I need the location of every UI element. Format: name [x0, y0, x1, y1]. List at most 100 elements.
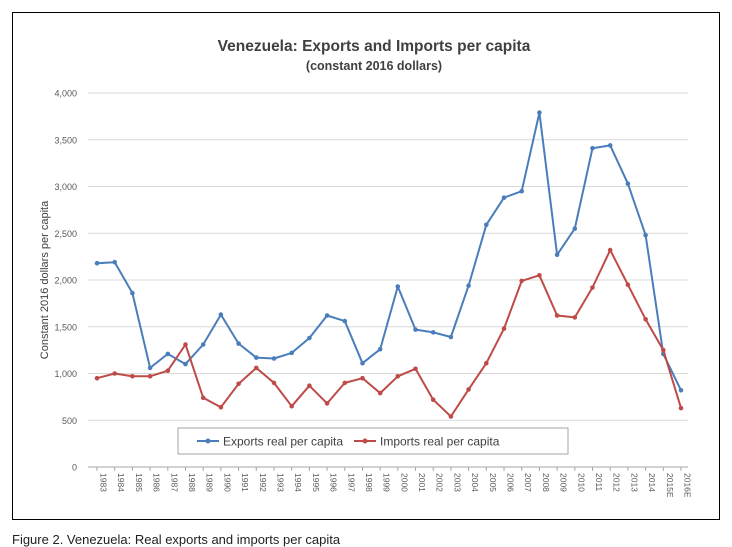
x-tick-label: 1995 [311, 473, 321, 492]
y-axis-label: Constant 2016 dollars per capita [39, 200, 51, 359]
x-tick-label: 2005 [488, 473, 498, 492]
exports-data-point [289, 350, 295, 356]
exports-data-point [590, 145, 595, 151]
exports-data-point [183, 361, 188, 367]
imports-data-point [289, 403, 295, 409]
imports-data-point [590, 285, 595, 290]
exports-data-point [377, 346, 383, 352]
imports-data-point [130, 374, 135, 379]
x-tick-label: 2004 [470, 473, 480, 492]
y-tick-label: 3,500 [54, 135, 77, 145]
exports-data-point [395, 284, 401, 289]
exports-data-point [360, 360, 365, 366]
series-group [94, 110, 684, 419]
x-tick-label: 2007 [523, 473, 533, 492]
x-tick-label: 1989 [205, 473, 215, 492]
chart-subtitle: (constant 2016 dollars) [306, 59, 442, 73]
exports-data-point [554, 252, 560, 258]
x-tick-label: 1996 [329, 473, 339, 492]
imports-data-point [218, 404, 224, 410]
y-tick-labels: 0 500 1,000 1,500 2,000 2,500 3,000 3,500 4,000 [54, 89, 77, 473]
imports-data-point [625, 282, 631, 288]
imports-data-point [501, 326, 507, 331]
x-tick-label: 2002 [435, 473, 445, 492]
exports-data-point [236, 341, 241, 346]
exports-data-point [200, 342, 206, 347]
exports-data-point [218, 312, 224, 317]
chart-title: Venezuela: Exports and Imports per capit… [218, 38, 531, 55]
imports-data-point [342, 380, 348, 386]
imports-data-point [448, 414, 454, 419]
imports-data-point [466, 387, 471, 392]
imports-data-point [324, 401, 330, 406]
exports-data-point [342, 318, 348, 324]
imports-data-point [271, 380, 277, 386]
x-tick-label: 2001 [417, 473, 427, 492]
legend: Exports real per capita Imports real per … [177, 427, 569, 455]
x-tick-label: 2012 [612, 473, 622, 492]
x-tick-labels: 1983 1984 1985 1986 1987 1988 1989 1990 1991 1992… [96, 467, 693, 498]
exports-legend-marker [205, 438, 211, 444]
imports-data-point [643, 317, 648, 322]
x-tick-label: 2011 [594, 473, 604, 492]
imports-data-point [183, 342, 188, 347]
x-tick-label: 2014 [647, 473, 657, 492]
exports-data-point [165, 351, 171, 357]
x-tick-label: 1992 [258, 473, 268, 492]
imports-data-point [661, 347, 666, 353]
exports-series-line [96, 111, 682, 391]
x-tick-label: 2008 [541, 473, 551, 492]
x-tick-label: 1997 [346, 473, 356, 492]
imports-data-point [554, 313, 560, 318]
x-tick-label: 1983 [99, 473, 109, 492]
x-tick-label: 1984 [116, 473, 126, 492]
y-tick-label: 1,000 [54, 369, 77, 379]
y-tick-label: 2,000 [54, 276, 77, 286]
x-tick-label: 1990 [222, 473, 232, 492]
imports-data-point [395, 374, 401, 379]
exports-data-point [413, 327, 418, 332]
x-tick-label: 2006 [506, 473, 516, 492]
x-tick-label: 1987 [169, 473, 179, 492]
y-tick-label: 4,000 [54, 89, 77, 99]
x-tick-label: 1994 [293, 473, 303, 492]
x-tick-label: 1985 [134, 473, 144, 492]
imports-data-point [165, 368, 171, 374]
y-tick-label: 3,000 [54, 182, 77, 192]
y-tick-label: 2,500 [54, 229, 77, 239]
imports-data-point [484, 360, 489, 366]
x-tick-label: 2009 [559, 473, 569, 492]
x-tick-label: 2010 [576, 473, 586, 492]
imports-data-point [147, 374, 153, 379]
imports-data-point [413, 366, 418, 372]
exports-data-point [625, 181, 631, 186]
exports-data-point [112, 259, 117, 265]
imports-legend-marker [362, 438, 368, 444]
x-tick-label: 2003 [452, 473, 462, 492]
x-tick-label: 2000 [399, 473, 409, 492]
exports-data-point [130, 290, 135, 296]
x-tick-label: 1988 [187, 473, 197, 492]
x-tick-label: 1986 [152, 473, 162, 492]
imports-data-point [572, 315, 578, 320]
imports-data-point [537, 273, 542, 278]
imports-data-point [307, 383, 312, 389]
exports-data-point [466, 283, 471, 288]
imports-data-point [430, 397, 436, 403]
x-tick-label: 2015E [665, 473, 675, 498]
x-tick-label: 1999 [382, 473, 392, 492]
exports-data-point [501, 195, 507, 200]
exports-data-point [643, 232, 648, 238]
x-tick-label: 1991 [240, 473, 250, 492]
exports-data-point [484, 222, 489, 228]
imports-data-point [607, 247, 613, 253]
exports-data-point [430, 330, 436, 335]
imports-data-point [360, 375, 365, 381]
y-tick-label: 1,500 [54, 322, 77, 332]
imports-data-point [377, 390, 383, 396]
exports-legend-label: Exports real per capita [223, 435, 343, 449]
imports-data-point [678, 405, 684, 411]
y-tick-label: 500 [62, 416, 77, 426]
x-tick-label: 2013 [629, 473, 639, 492]
